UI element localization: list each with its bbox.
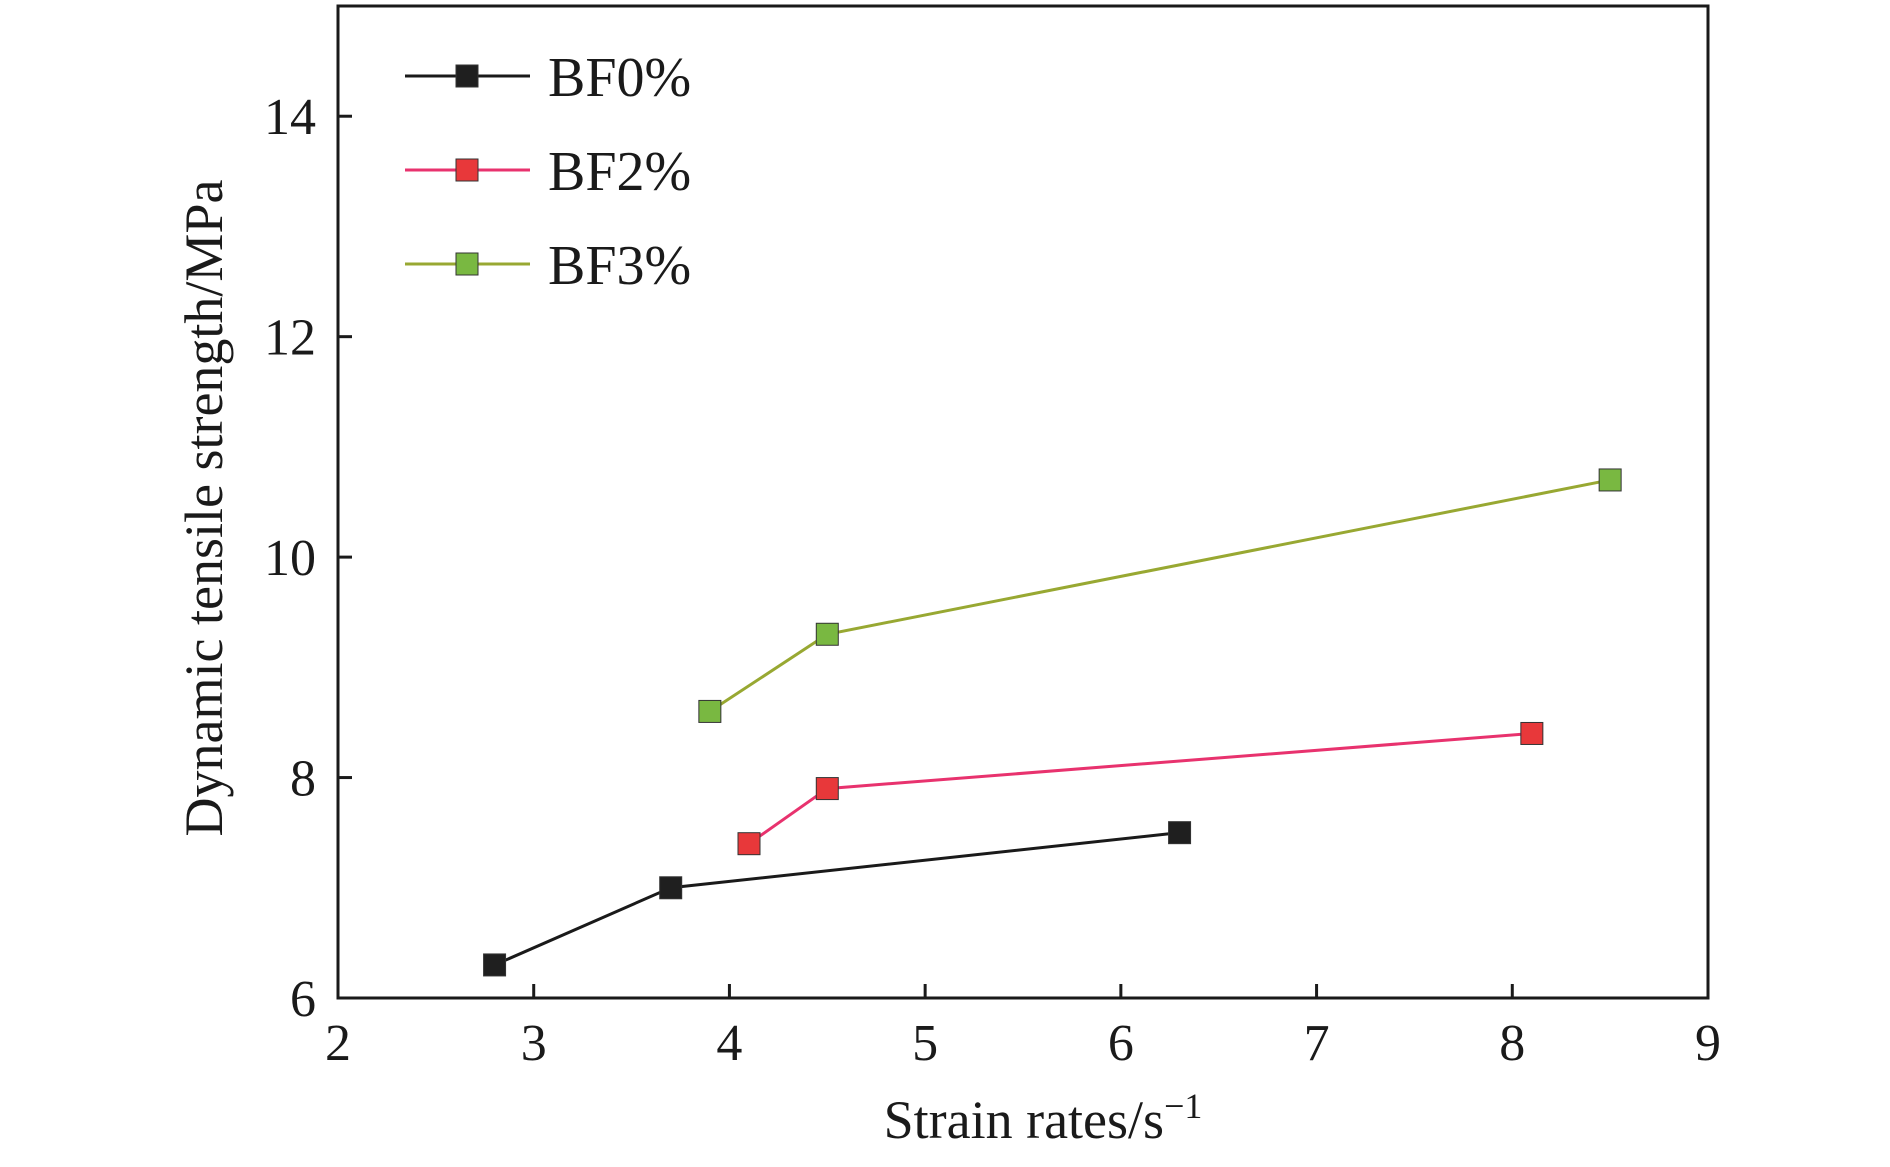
axis-ticks: 2 3 4 5 6 7 8 9 6 8 10 12 14	[264, 89, 1721, 1072]
x-tick-label: 4	[716, 1015, 742, 1072]
plot-frame	[336, 4, 1710, 1000]
x-tick-label: 3	[521, 1015, 547, 1072]
data-point	[698, 699, 722, 723]
x-tick-label: 9	[1695, 1015, 1721, 1072]
y-tick-label: 10	[264, 530, 316, 587]
data-point	[1168, 821, 1192, 845]
series-3	[698, 468, 1622, 723]
y-tick-label: 12	[264, 310, 316, 367]
series-line	[748, 731, 1532, 845]
legend-label: BF3%	[548, 235, 691, 297]
legend-label: BF2%	[548, 141, 691, 203]
data-point	[483, 953, 507, 977]
legend-marker	[455, 64, 479, 88]
y-axis-title: Dynamic tensile strength/MPa	[174, 180, 234, 837]
series-1	[483, 821, 1192, 977]
data-point	[815, 777, 839, 801]
x-tick-label: 2	[325, 1015, 351, 1072]
x-tick-label: 6	[1108, 1015, 1134, 1072]
legend-marker	[455, 158, 479, 182]
data-point	[737, 832, 761, 856]
series-2	[737, 721, 1544, 856]
x-axis-title-text: Strain rates/s	[884, 1090, 1164, 1150]
x-tick-label: 5	[912, 1015, 938, 1072]
data-point	[1520, 721, 1544, 745]
legend-marker	[455, 252, 479, 276]
legend-item: BF3%	[405, 235, 691, 297]
legend-item: BF2%	[405, 141, 691, 203]
x-tick-label: 8	[1499, 1015, 1525, 1072]
x-axis-title: Strain rates/s−1	[884, 1086, 1203, 1150]
x-axis-title-superscript: −1	[1164, 1086, 1202, 1126]
legend: BF0% BF2% BF3%	[405, 47, 691, 297]
series-line	[493, 831, 1180, 967]
y-tick-label: 14	[264, 89, 316, 146]
legend-label: BF0%	[548, 47, 691, 109]
y-tick-label: 6	[290, 971, 316, 1028]
series-line	[709, 478, 1611, 713]
legend-item: BF0%	[405, 47, 691, 109]
data-point	[659, 876, 683, 900]
y-tick-label: 8	[290, 751, 316, 808]
chart-series	[483, 468, 1622, 977]
data-point	[1598, 468, 1622, 492]
data-point	[815, 622, 839, 646]
x-tick-label: 7	[1304, 1015, 1330, 1072]
